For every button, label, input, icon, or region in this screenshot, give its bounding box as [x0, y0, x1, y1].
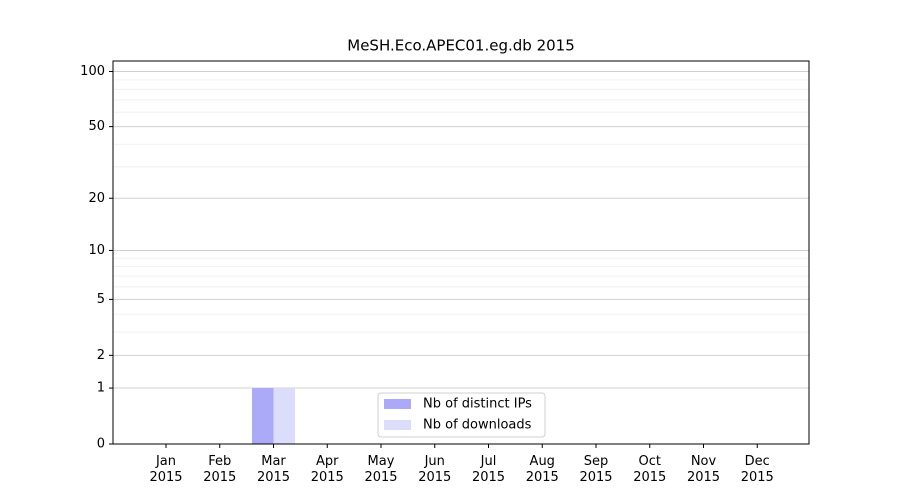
legend-label: Nb of distinct IPs — [423, 397, 532, 412]
x-tick-label: Feb 2015 — [203, 454, 236, 485]
bar — [252, 388, 274, 444]
x-tick-label: Oct 2015 — [633, 454, 666, 485]
bar — [273, 388, 295, 444]
legend-swatch — [384, 399, 411, 409]
x-tick-label: May 2015 — [364, 454, 397, 485]
legend-box — [377, 392, 546, 438]
x-tick-label: Dec 2015 — [741, 454, 774, 485]
y-tick-label: 0 — [97, 437, 105, 452]
y-tick-label: 100 — [80, 64, 105, 79]
x-tick-label: Jul 2015 — [472, 454, 505, 485]
y-tick-label: 50 — [88, 119, 105, 134]
y-tick-label: 5 — [97, 292, 105, 307]
x-tick-label: Jun 2015 — [418, 454, 451, 485]
plot-frame — [112, 60, 810, 445]
x-tick-label: Jan 2015 — [149, 454, 182, 485]
y-tick-label: 1 — [97, 381, 105, 396]
x-tick-label: Mar 2015 — [257, 454, 290, 485]
chart-title: MeSH.Eco.APEC01.eg.db 2015 — [347, 37, 575, 55]
legend-swatch — [384, 420, 411, 430]
y-tick-label: 20 — [88, 191, 105, 206]
legend-label: Nb of downloads — [423, 418, 532, 433]
x-tick-label: Aug 2015 — [526, 454, 559, 485]
y-tick-label: 2 — [97, 348, 105, 363]
x-tick-label: Sep 2015 — [579, 454, 612, 485]
y-tick-label: 10 — [88, 243, 105, 258]
x-tick-label: Apr 2015 — [311, 454, 344, 485]
x-tick-label: Nov 2015 — [687, 454, 720, 485]
